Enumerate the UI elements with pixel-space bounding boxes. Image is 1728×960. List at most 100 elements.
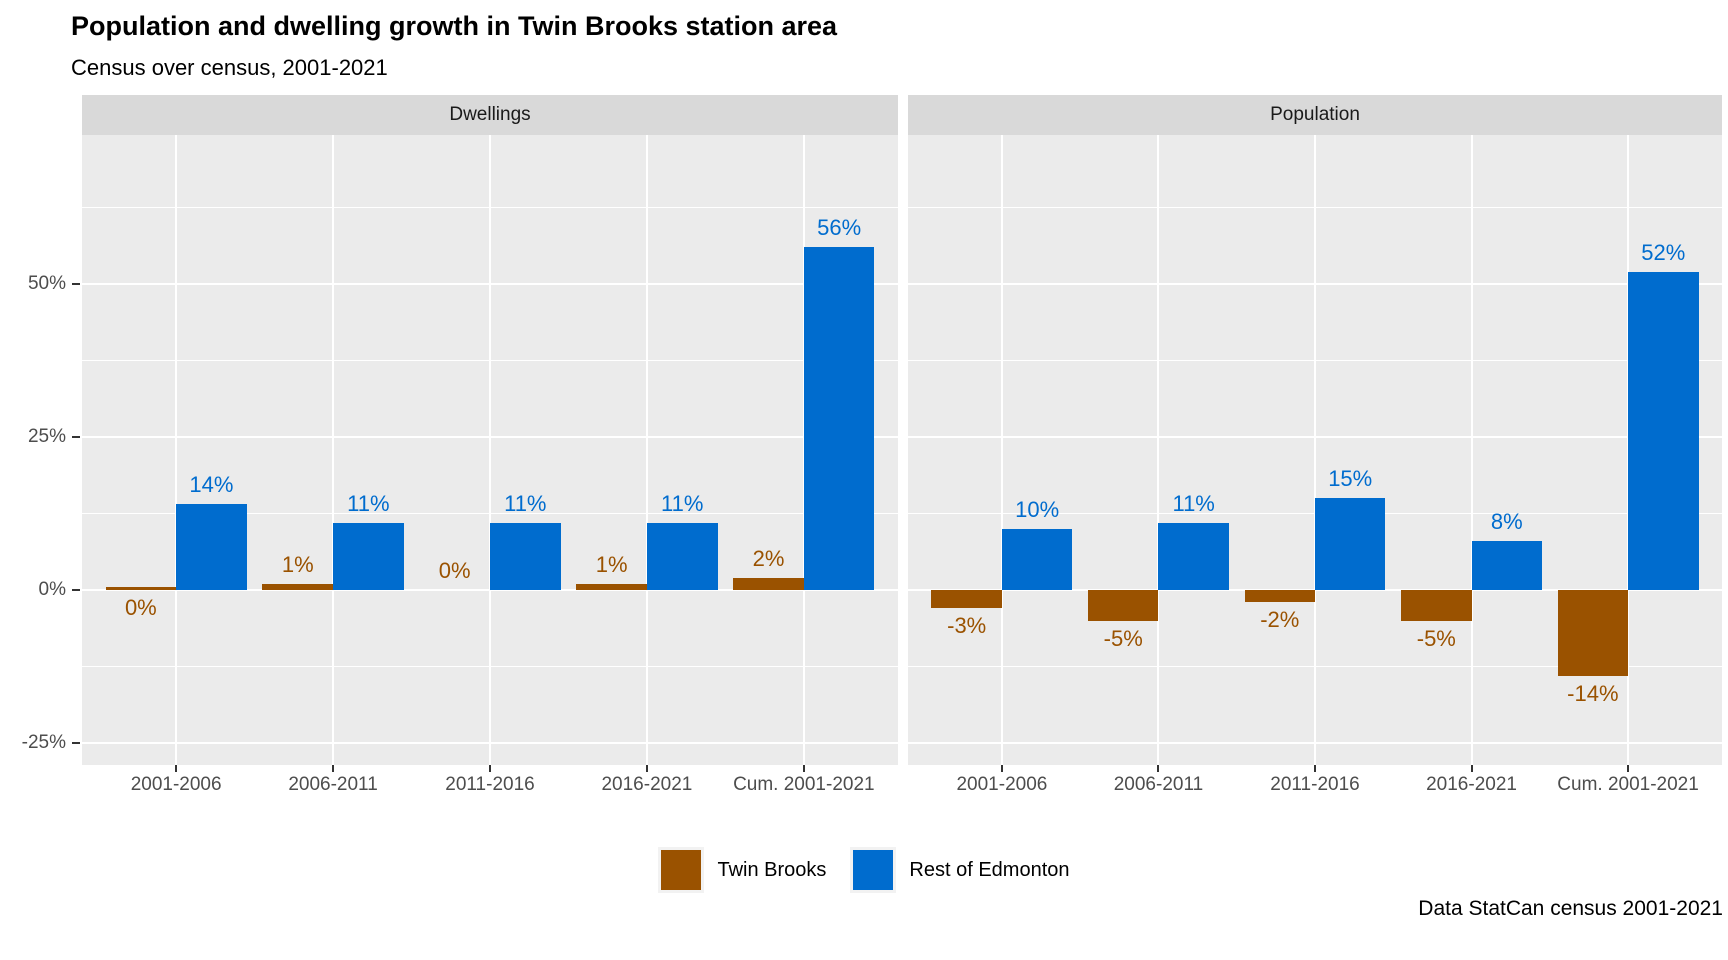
bar-twin-brooks — [1244, 589, 1315, 603]
gridline-minor — [908, 359, 1722, 361]
bar-value-label: 1% — [281, 551, 314, 577]
bar-rest-of-edmonton — [1471, 540, 1542, 590]
bar-value-label: 10% — [1015, 496, 1060, 522]
chart-caption: Data StatCan census 2001-2021 — [1418, 897, 1723, 920]
bar-twin-brooks — [1088, 589, 1159, 621]
bar-value-label: 15% — [1328, 466, 1373, 492]
gridline-minor — [908, 206, 1722, 208]
y-tick — [72, 741, 80, 744]
bar-value-label: 56% — [817, 215, 862, 241]
facet-strip: Dwellings — [82, 95, 898, 135]
x-tick — [1000, 765, 1003, 772]
legend-label-rest-of-edmonton: Rest of Edmonton — [909, 858, 1070, 881]
gridline-vertical — [332, 135, 335, 765]
gridline-vertical — [1470, 135, 1473, 765]
x-tick — [645, 765, 648, 772]
gridline-major — [82, 435, 898, 438]
gridline-vertical — [645, 135, 648, 765]
legend-item-rest-of-edmonton: Rest of Edmonton — [850, 847, 1070, 893]
bar-value-label: -14% — [1567, 680, 1619, 706]
gridline-vertical — [1157, 135, 1160, 765]
bar-value-label: 11% — [1172, 490, 1215, 516]
x-tick — [175, 765, 178, 772]
bar-value-label: 2% — [752, 545, 785, 571]
x-tick-label: 2006-2011 — [288, 774, 378, 795]
gridline-major — [908, 435, 1722, 438]
bar-value-label: 8% — [1490, 508, 1523, 534]
x-tick-label: 2001-2006 — [130, 774, 222, 795]
bar-rest-of-edmonton — [176, 504, 247, 590]
x-tick-label: Cum. 2001-2021 — [1557, 774, 1699, 795]
gridline-vertical — [1314, 135, 1316, 765]
x-tick — [1470, 765, 1473, 772]
x-tick — [802, 765, 805, 772]
y-tick-label: 0% — [38, 578, 66, 600]
x-tick — [1314, 765, 1316, 772]
gridline-major — [82, 741, 898, 744]
bar-value-label: -2% — [1260, 607, 1300, 633]
x-tick — [1157, 765, 1160, 772]
legend-label-twin-brooks: Twin Brooks — [717, 858, 827, 881]
bar-value-label: 1% — [595, 551, 628, 577]
bar-value-label: -5% — [1416, 625, 1456, 651]
twin-brooks-swatch-icon — [661, 850, 702, 890]
bar-value-label: 14% — [189, 472, 234, 498]
legend-item-twin-brooks: Twin Brooks — [658, 847, 826, 893]
y-tick-label: 50% — [27, 272, 66, 294]
rest-of-edmonton-swatch-icon — [853, 850, 894, 890]
y-tick — [72, 282, 80, 285]
x-tick-label: 2016-2021 — [601, 774, 693, 795]
bar-rest-of-edmonton — [1158, 522, 1229, 590]
bar-twin-brooks — [931, 589, 1002, 609]
x-tick-label: 2006-2011 — [1113, 774, 1204, 795]
bar-value-label: 11% — [504, 490, 547, 516]
x-tick — [489, 765, 491, 772]
bar-value-label: 0% — [438, 557, 471, 583]
bar-value-label: 0% — [124, 594, 157, 620]
bar-value-label: 11% — [661, 490, 704, 516]
y-tick-label: 25% — [27, 425, 66, 447]
x-tick-label: 2016-2021 — [1426, 774, 1517, 795]
gridline-vertical — [489, 135, 491, 765]
chart-subtitle: Census over census, 2001-2021 — [71, 55, 388, 80]
x-tick-label: Cum. 2001-2021 — [733, 774, 875, 795]
gridline-major — [908, 741, 1722, 744]
legend-key — [850, 847, 897, 893]
facet-strip-label: Dwellings — [449, 104, 531, 125]
gridline-major — [82, 282, 898, 285]
bar-value-label: -3% — [947, 613, 987, 639]
bar-twin-brooks — [105, 587, 177, 590]
legend-key — [658, 847, 705, 893]
bar-value-label: -5% — [1103, 625, 1143, 651]
bar-twin-brooks — [1557, 589, 1629, 676]
bar-twin-brooks — [262, 583, 334, 590]
gridline-major — [908, 282, 1722, 285]
bar-rest-of-edmonton — [1001, 528, 1073, 590]
gridline-major — [908, 588, 1722, 591]
gridline-minor — [82, 665, 898, 667]
bar-value-label: 52% — [1641, 239, 1686, 265]
bar-twin-brooks — [576, 583, 647, 590]
facet-strip-label: Population — [1270, 104, 1360, 125]
bar-rest-of-edmonton — [1628, 271, 1699, 590]
gridline-minor — [82, 206, 898, 208]
gridline-vertical — [1000, 135, 1003, 765]
bar-rest-of-edmonton — [333, 522, 404, 590]
bar-rest-of-edmonton — [803, 247, 875, 590]
y-tick — [72, 435, 80, 438]
chart-title: Population and dwelling growth in Twin B… — [71, 11, 838, 41]
gridline-minor — [82, 359, 898, 361]
x-tick-label: 2011-2016 — [1270, 774, 1360, 795]
x-tick-label: 2011-2016 — [445, 774, 535, 795]
gridline-major — [82, 588, 898, 591]
gridline-minor — [908, 665, 1722, 667]
facet-strip: Population — [908, 95, 1722, 135]
bar-rest-of-edmonton — [646, 522, 718, 590]
gridline-vertical — [175, 135, 178, 765]
y-tick-label: -25% — [21, 731, 66, 753]
y-tick — [72, 588, 80, 591]
bar-value-label: 11% — [347, 490, 390, 516]
bar-twin-brooks — [1401, 589, 1472, 621]
